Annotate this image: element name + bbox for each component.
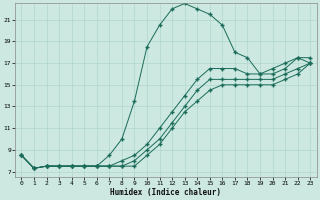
X-axis label: Humidex (Indice chaleur): Humidex (Indice chaleur) — [110, 188, 221, 197]
